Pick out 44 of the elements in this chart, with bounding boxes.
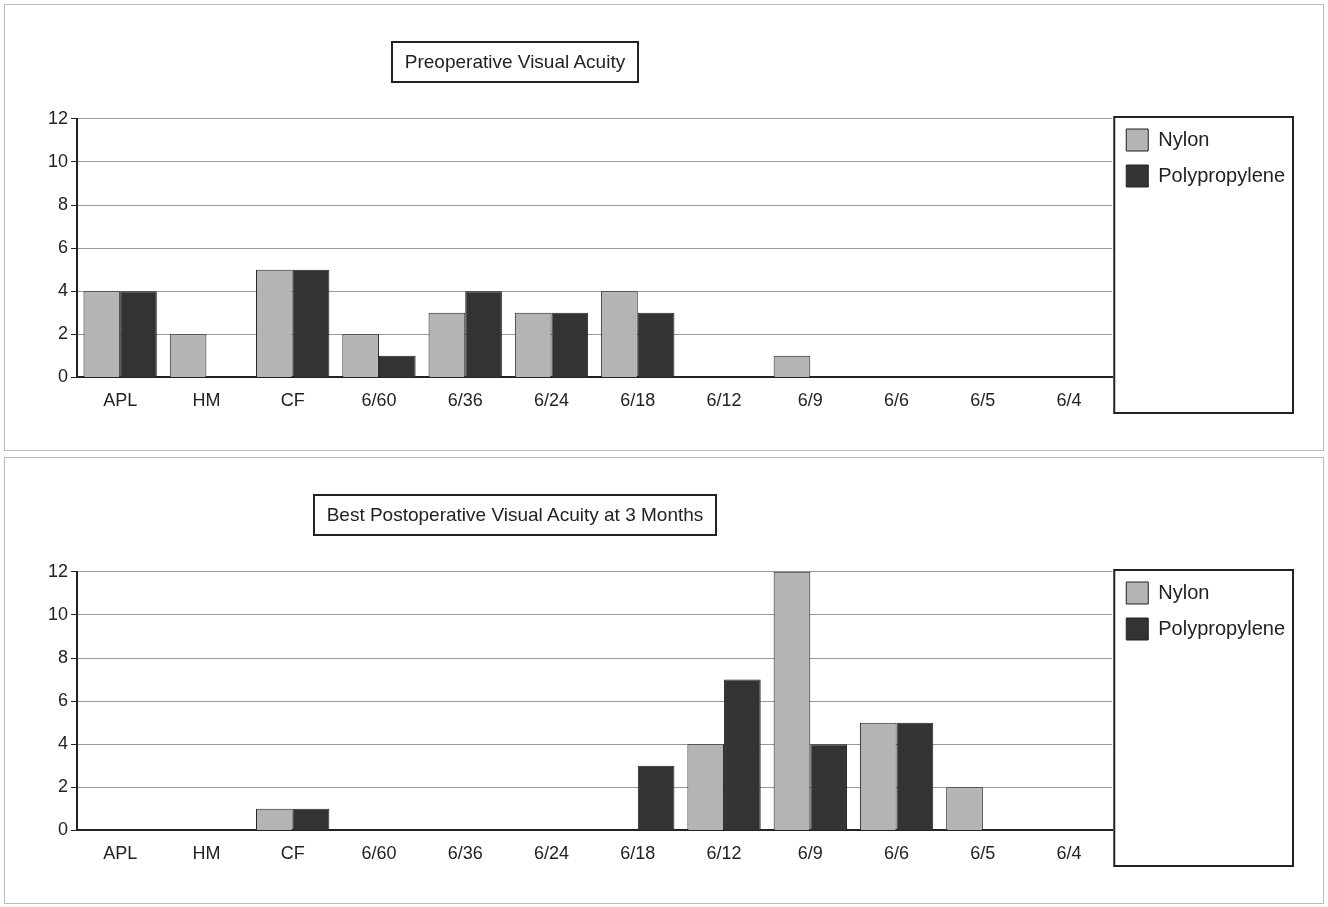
y-tick-label: 10 bbox=[47, 603, 69, 624]
y-tick-label: 2 bbox=[58, 323, 69, 344]
x-tick-label: APL bbox=[103, 390, 138, 411]
x-tick-label: 6/5 bbox=[970, 390, 996, 411]
y-tick-label: 6 bbox=[58, 237, 69, 258]
x-tick-label: 6/36 bbox=[447, 843, 483, 864]
x-tick-label: 6/4 bbox=[1056, 843, 1082, 864]
x-tick-label: 6/18 bbox=[620, 843, 656, 864]
x-tick-label: HM bbox=[192, 843, 221, 864]
x-tick-label: 6/60 bbox=[361, 843, 397, 864]
y-tick-label: 10 bbox=[47, 150, 69, 171]
y-tick-label: 0 bbox=[58, 366, 69, 387]
y-tick-label: 6 bbox=[58, 690, 69, 711]
x-tick-label: 6/6 bbox=[884, 843, 910, 864]
y-tick-label: 2 bbox=[58, 776, 69, 797]
y-tick-label: 4 bbox=[58, 280, 69, 301]
x-tick-label: 6/24 bbox=[533, 390, 570, 411]
y-tick-label: 12 bbox=[47, 560, 69, 581]
x-tick-label: 6/60 bbox=[361, 390, 397, 411]
x-tick-label: 6/6 bbox=[884, 390, 910, 411]
x-tick-label: 6/5 bbox=[970, 843, 996, 864]
y-tick-label: 12 bbox=[47, 107, 69, 128]
x-tick-label: APL bbox=[103, 843, 138, 864]
y-tick-label: 8 bbox=[58, 646, 69, 667]
y-tick-label: 4 bbox=[58, 733, 69, 754]
legend-label: Polypropylene bbox=[1158, 163, 1285, 186]
x-tick-label: CF bbox=[280, 843, 305, 864]
legend-label: Polypropylene bbox=[1158, 616, 1285, 639]
x-tick-label: 6/4 bbox=[1056, 390, 1082, 411]
chart-title: Best Postoperative Visual Acuity at 3 Months bbox=[312, 494, 718, 536]
legend-label: Nylon bbox=[1158, 127, 1210, 150]
x-tick-label: 6/18 bbox=[620, 390, 656, 411]
chart-title: Preoperative Visual Acuity bbox=[390, 41, 640, 83]
x-tick-label: CF bbox=[280, 390, 305, 411]
x-tick-label: HM bbox=[192, 390, 221, 411]
x-tick-label: 6/9 bbox=[797, 390, 823, 411]
x-tick-label: 6/12 bbox=[706, 843, 742, 864]
y-tick-label: 8 bbox=[58, 193, 69, 214]
y-tick-label: 0 bbox=[58, 819, 69, 840]
x-tick-label: 6/12 bbox=[706, 390, 742, 411]
x-tick-label: 6/24 bbox=[533, 843, 570, 864]
legend-label: Nylon bbox=[1158, 580, 1210, 603]
x-tick-label: 6/36 bbox=[447, 390, 483, 411]
x-tick-label: 6/9 bbox=[797, 843, 823, 864]
